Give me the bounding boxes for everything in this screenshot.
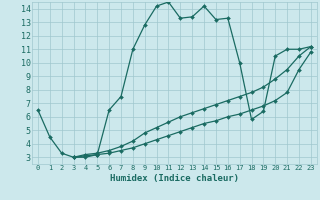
X-axis label: Humidex (Indice chaleur): Humidex (Indice chaleur) <box>110 174 239 183</box>
